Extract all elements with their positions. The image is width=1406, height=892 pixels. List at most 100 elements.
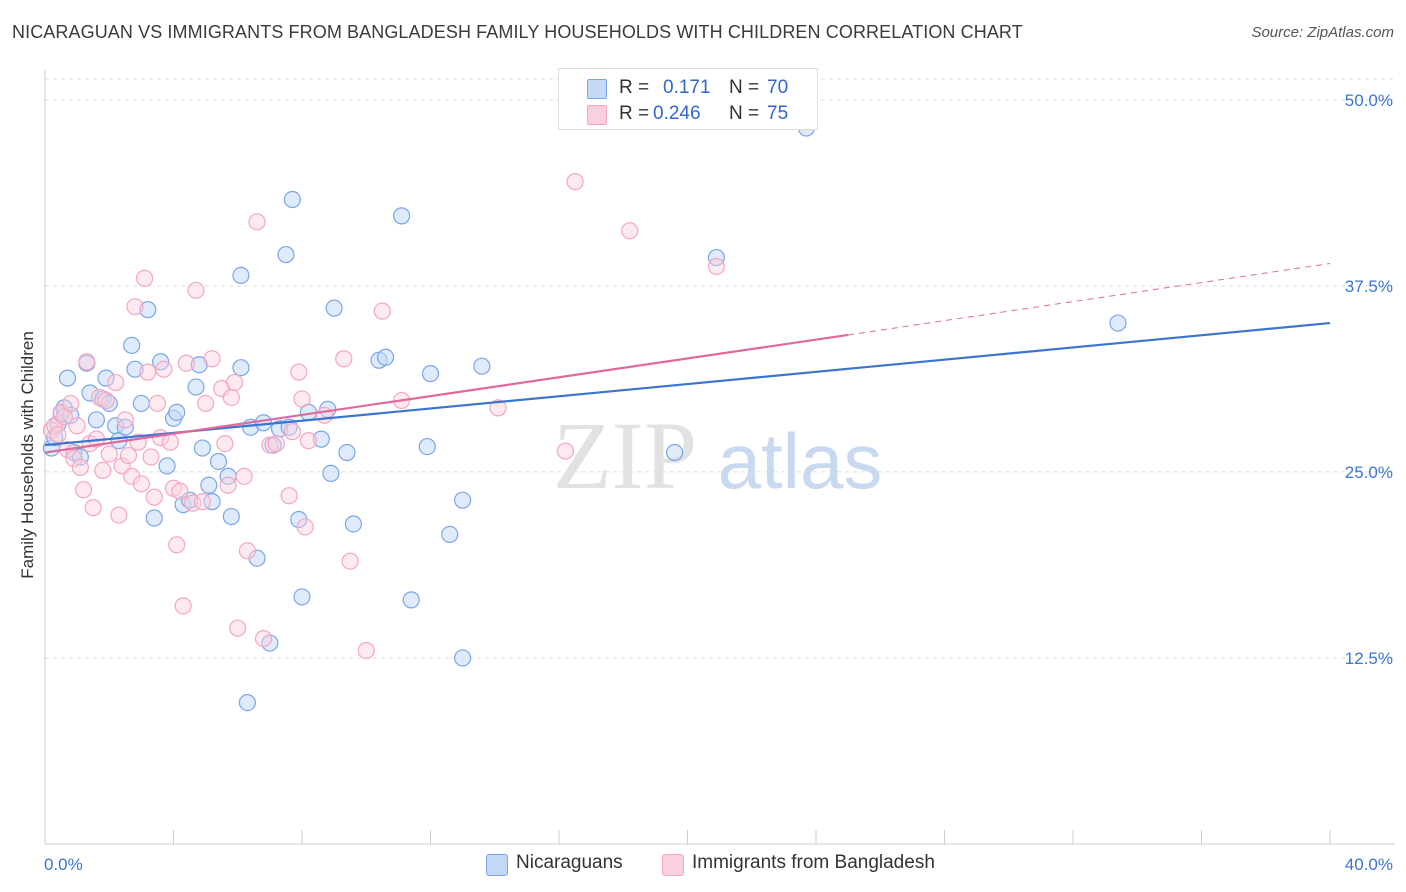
bangladesh-point	[145, 488, 163, 506]
bangladesh-point	[119, 446, 138, 465]
nicaraguan-point	[126, 360, 144, 378]
bangladesh-trend-extension	[848, 263, 1331, 336]
nicaraguan-point	[232, 359, 250, 377]
bangladesh-point	[193, 493, 212, 511]
nicaraguan-point	[421, 365, 440, 383]
bangladesh-point	[293, 390, 311, 408]
bangladesh-point	[254, 629, 273, 648]
nicaraguan-point	[325, 299, 343, 317]
bangladesh-point	[174, 597, 192, 615]
bangladesh-point	[621, 222, 639, 240]
bangladesh-point	[341, 552, 359, 570]
bangladesh-point	[148, 394, 167, 413]
bangladesh-point	[248, 213, 266, 231]
legend-n-value: 75	[767, 103, 789, 124]
nicaraguan-point	[418, 437, 436, 456]
nicaraguan-point	[238, 693, 256, 712]
bangladesh-point	[74, 481, 93, 499]
bangladesh-point	[219, 476, 237, 494]
nicaraguan-point	[454, 491, 472, 509]
nicaraguan-point	[62, 406, 80, 424]
bangladesh-point	[267, 435, 285, 453]
nicaraguan-point	[222, 507, 240, 526]
bangladesh-point	[116, 411, 134, 429]
bangladesh-point	[216, 435, 234, 453]
bangladesh-point	[235, 467, 253, 485]
nicaraguan-trend-line	[44, 321, 1331, 447]
bangladesh-point	[97, 391, 115, 410]
legend-n-label: N =	[729, 77, 760, 98]
nicaraguan-point	[293, 588, 311, 606]
legend-n-value: 70	[767, 77, 789, 98]
y-tick-label: 37.5%	[1345, 277, 1393, 296]
nicaraguan-point	[139, 301, 157, 319]
nicaraguan-point	[454, 649, 472, 667]
bangladesh-point	[238, 542, 256, 560]
bangladesh-point	[68, 417, 86, 435]
watermark: ZIP atlas	[553, 402, 882, 509]
bangladesh-point	[110, 506, 128, 524]
bangladesh-point	[78, 353, 96, 371]
nicaraguan-point	[322, 464, 340, 482]
nicaraguan-point	[666, 443, 684, 462]
bangladesh-point	[161, 433, 179, 451]
nicaraguan-point	[58, 369, 77, 387]
watermark-atlas: atlas	[718, 417, 883, 505]
bangladesh-point	[107, 373, 125, 392]
bangladesh-point	[168, 536, 186, 554]
nicaraguan-point	[158, 457, 176, 475]
bangladesh-point	[357, 641, 375, 660]
nicaraguan-point	[203, 493, 221, 511]
legend-n-label: N =	[729, 103, 760, 124]
bangladesh-point	[142, 448, 160, 466]
nicaraguan-point	[200, 476, 218, 494]
nicaraguan-point	[209, 452, 228, 471]
y-tick-label: 50.0%	[1345, 91, 1393, 110]
trend-lines	[44, 263, 1331, 454]
y-axis-label: Family Households with Children	[18, 331, 37, 579]
nicaraguan-point	[97, 369, 115, 387]
bangladesh-point	[62, 394, 80, 413]
nicaraguan-point	[338, 443, 356, 462]
bangladesh-point	[296, 518, 314, 536]
legend-r-label: R =	[619, 103, 650, 124]
bangladesh-point	[100, 445, 118, 463]
tick-labels: 12.5% 25.0% 37.5% 50.0% 0.0% 40.0%	[44, 91, 1393, 874]
bangladesh-point	[299, 432, 318, 450]
nicaraguan-point	[232, 266, 250, 285]
bangladesh-point	[139, 363, 157, 381]
bangladesh-point	[290, 363, 308, 381]
bangladesh-point	[373, 302, 391, 320]
bangladesh-point	[222, 388, 240, 407]
source-label: Source: ZipAtlas.com	[1251, 24, 1394, 41]
nicaraguan-point	[344, 515, 362, 533]
nicaraguan-point	[392, 207, 411, 225]
bangladesh-point	[177, 354, 195, 372]
bangladesh-point	[132, 475, 150, 493]
bangladesh-point	[280, 487, 298, 505]
nicaraguan-point	[376, 348, 395, 366]
legend-r-value: 0.246	[653, 103, 701, 124]
y-tick-label: 25.0%	[1345, 463, 1393, 482]
x-tick-label: 40.0%	[1345, 855, 1393, 874]
bangladesh-point	[94, 461, 112, 479]
data-points	[42, 119, 1127, 712]
legend-r-value: 0.171	[663, 77, 711, 98]
bangladesh-point	[283, 423, 301, 441]
legend-swatch-blue	[486, 854, 508, 876]
bangladesh-point	[71, 458, 89, 477]
bangladesh-trend-line	[44, 333, 849, 454]
legend-swatch-pink	[662, 854, 684, 876]
bangladesh-point	[126, 298, 144, 316]
nicaraguan-point	[441, 525, 459, 544]
bangladesh-point	[229, 619, 247, 637]
nicaraguan-point	[283, 190, 301, 209]
legend-r-label: R =	[619, 77, 650, 98]
chart-title: NICARAGUAN VS IMMIGRANTS FROM BANGLADESH…	[12, 22, 1023, 42]
bangladesh-point	[65, 449, 83, 468]
nicaraguan-point	[123, 336, 141, 354]
nicaraguan-point	[168, 403, 186, 421]
bangladesh-point	[203, 350, 221, 368]
bangladesh-point	[335, 350, 353, 368]
legend-swatch-pink	[587, 105, 607, 125]
